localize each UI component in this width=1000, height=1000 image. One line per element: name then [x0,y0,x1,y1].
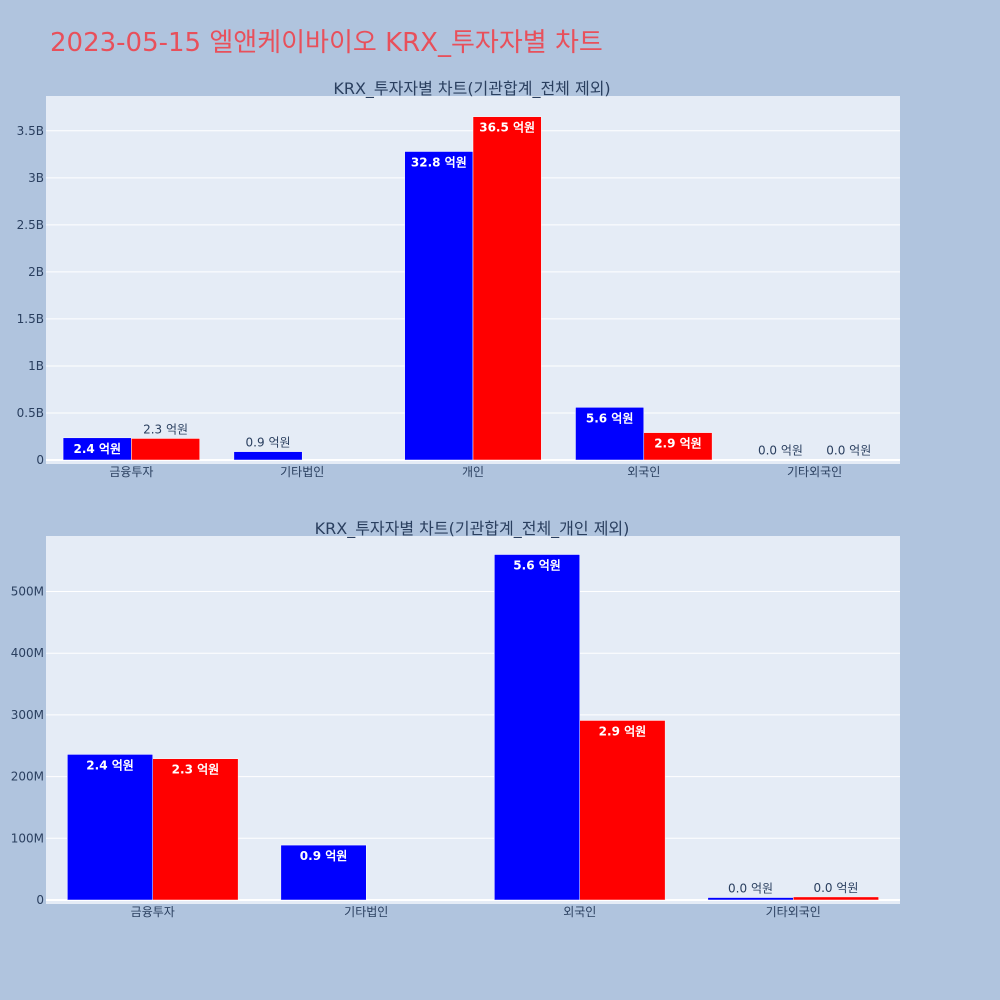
data-label: 2.9 억원 [599,724,647,738]
y-tick-label: 0 [36,893,44,907]
data-label: 36.5 억원 [479,121,535,135]
page-title: 2023-05-15 엘앤케이바이오 KRX_투자자별 차트 [50,28,603,58]
x-tick-label: 외국인 [563,905,596,919]
data-label: 5.6 억원 [586,411,634,425]
bar [575,407,645,461]
chart-title: KRX_투자자별 차트(기관합계_전체_개인 제외) [315,519,630,539]
y-tick-label: 0 [36,453,44,467]
bar [152,758,239,901]
data-label: 0.0 억원 [826,444,871,458]
data-label: 0.9 억원 [300,849,348,863]
x-tick-label: 기타외국인 [787,465,842,479]
data-label: 2.3 억원 [172,763,220,777]
y-tick-label: 100M [11,831,44,845]
y-tick-label: 2B [28,265,44,279]
bar [793,896,879,901]
data-label: 32.8 억원 [411,155,467,169]
bar [707,897,794,901]
y-tick-label: 200M [11,770,44,784]
x-tick-label: 기타법인 [280,465,324,479]
data-label: 0.0 억원 [758,444,803,458]
x-tick-label: 기타법인 [344,905,388,919]
x-tick-label: 기타외국인 [766,905,821,919]
bar [643,432,713,461]
data-label: 2.9 억원 [654,437,702,451]
bar [579,720,666,901]
x-tick-label: 외국인 [627,465,660,479]
x-tick-label: 개인 [462,465,484,479]
chart-2: 0 100M 200M 300M 400M 500M 금융투자 2.4 억원 2.3 억원기타법… [11,519,900,919]
bar [404,151,474,461]
y-tick-label: 2.5B [17,218,44,232]
data-label: 5.6 억원 [513,559,561,573]
data-label: 2.4 억원 [73,442,121,456]
data-label: 0.0 억원 [813,881,858,895]
bar [472,116,542,461]
y-tick-label: 1.5B [17,312,44,326]
data-label: 2.3 억원 [143,422,188,436]
data-label: 0.0 억원 [728,882,773,896]
y-tick-label: 500M [11,585,44,599]
x-tick-label: 금융투자 [109,465,153,479]
bar [280,844,367,901]
bar [233,451,303,461]
bar [131,438,200,461]
chart-title: KRX_투자자별 차트(기관합계_전체 제외) [333,79,610,99]
chart-1: 0 0.5B 1B 1.5B 2B 2.5B 3B 3.5B 금융투자 2.4 억원 2.3 억원기… [17,79,900,479]
x-tick-label: 금융투자 [131,905,175,919]
y-tick-label: 1B [28,359,44,373]
y-tick-label: 300M [11,708,44,722]
data-label: 2.4 억원 [86,758,134,772]
data-label: 0.9 억원 [246,436,291,450]
y-tick-label: 400M [11,646,44,660]
y-tick-label: 3B [28,171,44,185]
bar [67,754,153,901]
y-tick-label: 3.5B [17,124,44,138]
y-tick-label: 0.5B [17,406,44,420]
bar [494,554,581,901]
